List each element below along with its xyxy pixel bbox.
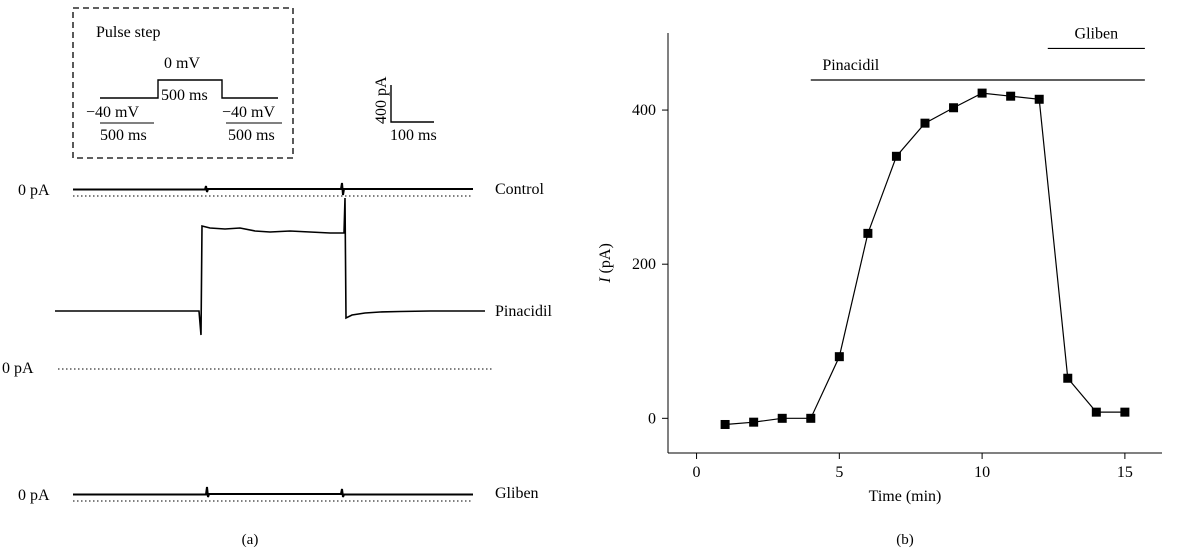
y-axis-label-unit: (pA) [597, 243, 614, 277]
pulse-protocol-inset: Pulse step 0 mV 500 ms −40 mV 500 ms −40… [72, 7, 294, 159]
data-point [777, 413, 787, 423]
scale-bar: 400 pA 100 ms [373, 76, 437, 144]
data-point [1034, 94, 1044, 104]
protocol-step-voltage: 0 mV [164, 55, 200, 72]
panel-a: Pulse step 0 mV 500 ms −40 mV 500 ms −40… [2, 7, 552, 548]
data-point [1091, 407, 1101, 417]
series-layer [720, 88, 1130, 429]
control-zero-label: 0 pA [18, 182, 50, 199]
control-trace-label: Control [495, 181, 544, 198]
protocol-hold-duration-left: 500 ms [100, 127, 147, 144]
pinacidil-zero-label: 0 pA [2, 360, 34, 377]
control-trace-group: 0 pA Control [18, 181, 544, 199]
control-trace [73, 182, 473, 196]
pinacidil-trace [55, 197, 485, 336]
pinacidil-trace-group: Pinacidil 0 pA [2, 197, 552, 377]
x-tick-label: 0 [693, 464, 701, 481]
y-ticks: 0 200 400 [632, 102, 668, 427]
data-point [834, 352, 844, 362]
protocol-hold-voltage-left: −40 mV [86, 104, 139, 121]
panel-b: 0 5 10 15 0 200 400 Pinacidil Gliben Time (min… [597, 25, 1162, 548]
data-point [977, 88, 987, 98]
pinacidil-trace-label: Pinacidil [495, 303, 552, 320]
x-axis-label: Time (min) [869, 488, 942, 505]
protocol-title: Pulse step [96, 24, 160, 41]
data-point [920, 118, 930, 128]
panel-a-caption: (a) [242, 532, 259, 548]
gliben-label: Gliben [1075, 25, 1119, 42]
y-axis-label-italic: I [597, 277, 614, 284]
protocol-step-duration: 500 ms [161, 87, 208, 104]
gliben-trace [73, 486, 473, 498]
data-point [1120, 407, 1130, 417]
gliben-trace-label: Gliben [495, 485, 539, 502]
data-point [863, 228, 873, 238]
protocol-voltage-step [100, 79, 278, 99]
y-tick-label: 400 [632, 102, 656, 119]
protocol-hold-duration-right: 500 ms [228, 127, 275, 144]
chart-axes [667, 33, 1162, 454]
data-point [891, 151, 901, 161]
y-tick-label: 0 [648, 410, 656, 427]
data-point [1006, 91, 1016, 101]
data-point [1063, 373, 1073, 383]
protocol-dashed-box [72, 7, 294, 159]
x-ticks: 0 5 10 15 [693, 453, 1133, 481]
y-axis-label: I (pA) [597, 243, 614, 284]
protocol-hold-voltage-right: −40 mV [222, 104, 275, 121]
data-point [806, 413, 816, 423]
scale-bar-lines [390, 85, 434, 123]
gliben-zero-label: 0 pA [18, 487, 50, 504]
panel-b-caption: (b) [896, 532, 914, 548]
x-tick-label: 15 [1117, 464, 1133, 481]
scale-bar-current-label: 400 pA [373, 76, 390, 124]
scale-bar-time-label: 100 ms [390, 127, 437, 144]
pinacidil-label: Pinacidil [822, 57, 879, 74]
data-point [949, 103, 959, 113]
y-tick-label: 200 [632, 256, 656, 273]
gliben-trace-group: 0 pA Gliben [18, 485, 539, 504]
x-tick-label: 5 [835, 464, 843, 481]
x-tick-label: 10 [974, 464, 990, 481]
data-point [749, 417, 759, 427]
data-point [720, 419, 730, 429]
annotation-bars: Pinacidil Gliben [810, 25, 1145, 81]
